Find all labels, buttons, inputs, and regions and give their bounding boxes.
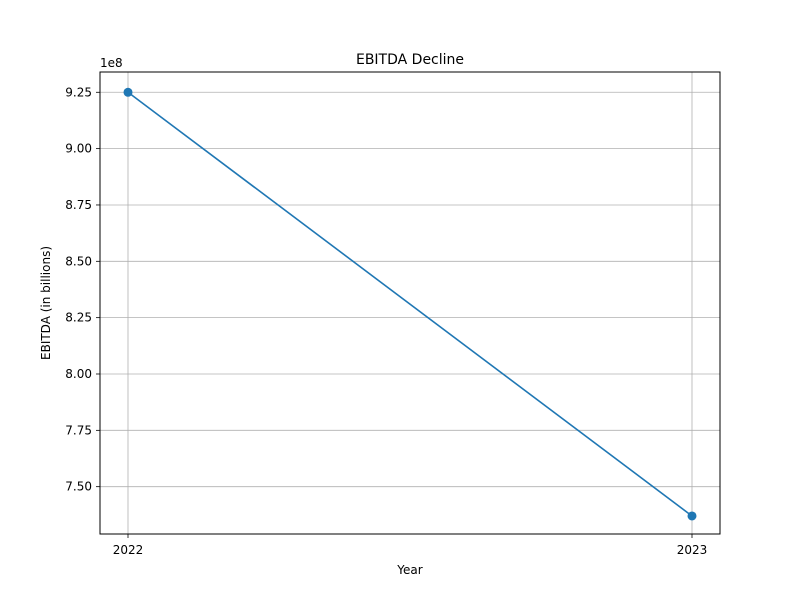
y-tick-label: 9.25 [65,85,92,99]
y-axis-offset-label: 1e8 [100,56,123,70]
x-tick-label: 2023 [677,543,708,557]
y-axis-label: EBITDA (in billions) [39,246,53,360]
y-tick-label: 7.75 [65,423,92,437]
y-tick-label: 9.00 [65,142,92,156]
axis-ticks: 7.50 7.75 8.00 8.25 8.50 8.75 9.00 9.25 2022 2023 [65,85,707,557]
x-tick-label: 2022 [113,543,144,557]
y-tick-label: 8.75 [65,198,92,212]
plot-area-frame [99,71,721,535]
data-point [687,511,697,521]
y-tick-label: 8.00 [65,367,92,381]
chart-title: EBITDA Decline [356,52,464,68]
y-tick-label: 8.25 [65,311,92,325]
x-axis-label: Year [396,563,422,577]
series-layer [123,87,697,521]
series-line [127,91,693,517]
data-point [123,87,133,97]
y-tick-label: 7.50 [65,480,92,494]
y-tick-label: 8.50 [65,254,92,268]
